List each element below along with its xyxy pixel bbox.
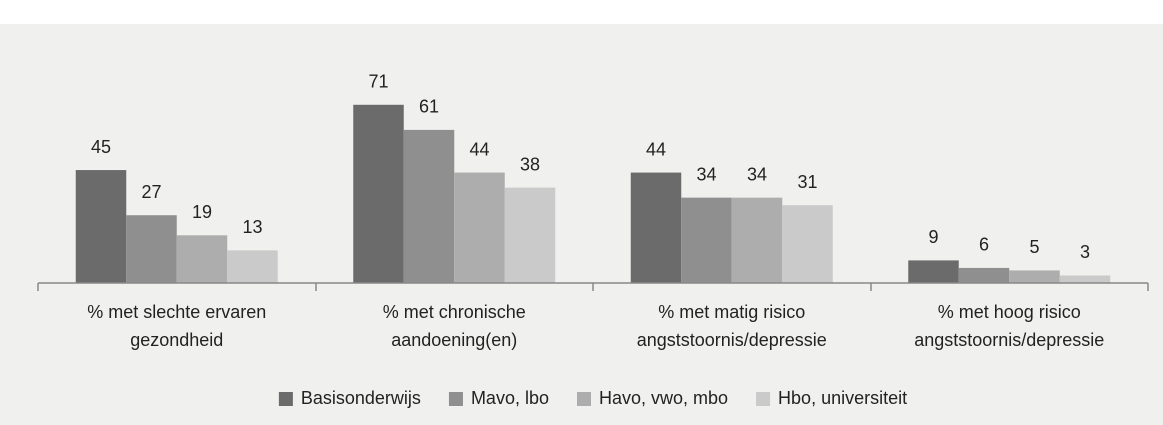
x-tick-label: angststoornis/depressie — [914, 330, 1104, 350]
data-label: 9 — [928, 227, 938, 247]
data-label: 5 — [1029, 237, 1039, 257]
data-label: 13 — [242, 217, 262, 237]
bar — [1009, 270, 1060, 283]
x-tick-label: % met slechte ervaren — [87, 302, 266, 322]
x-tick-label: gezondheid — [130, 330, 223, 350]
bar — [908, 260, 959, 283]
data-label: 61 — [419, 97, 439, 117]
bar — [731, 197, 783, 283]
bar — [227, 250, 278, 283]
data-label: 34 — [696, 164, 716, 184]
legend-label: Basisonderwijs — [301, 388, 421, 408]
bar — [454, 172, 505, 283]
chart-background — [0, 24, 1163, 425]
bar — [75, 170, 127, 283]
legend-label: Hbo, universiteit — [778, 388, 907, 408]
data-label: 44 — [469, 139, 489, 159]
data-label: 44 — [646, 139, 666, 159]
legend-swatch — [576, 392, 591, 406]
data-label: 34 — [747, 164, 767, 184]
data-label: 27 — [141, 182, 161, 202]
data-label: 19 — [192, 202, 212, 222]
data-label: 45 — [91, 137, 111, 157]
data-label: 6 — [979, 235, 989, 255]
legend-label: Havo, vwo, mbo — [599, 388, 728, 408]
bar — [958, 267, 1010, 283]
legend-label: Mavo, lbo — [471, 388, 549, 408]
bar — [630, 172, 682, 283]
bar — [782, 205, 833, 283]
bar — [681, 197, 732, 283]
data-label: 31 — [797, 172, 817, 192]
bar — [353, 104, 404, 283]
category-separators — [37, 283, 1149, 291]
bar — [176, 235, 228, 283]
data-label: 3 — [1080, 242, 1090, 262]
legend-swatch — [278, 392, 293, 406]
x-tick-label: aandoening(en) — [391, 330, 517, 350]
legend-swatch — [448, 392, 463, 406]
bar — [403, 129, 455, 283]
x-tick-label: % met chronische — [383, 302, 526, 322]
bar — [1059, 275, 1111, 283]
data-label: 71 — [368, 72, 388, 92]
data-label: 38 — [520, 154, 540, 174]
plot — [75, 104, 1111, 283]
legend-swatch — [756, 392, 771, 406]
bar — [126, 215, 177, 283]
x-tick-label: % met hoog risico — [938, 302, 1081, 322]
x-tick-label: % met matig risico — [658, 302, 805, 322]
x-tick-label: angststoornis/depressie — [637, 330, 827, 350]
bar — [504, 187, 556, 283]
